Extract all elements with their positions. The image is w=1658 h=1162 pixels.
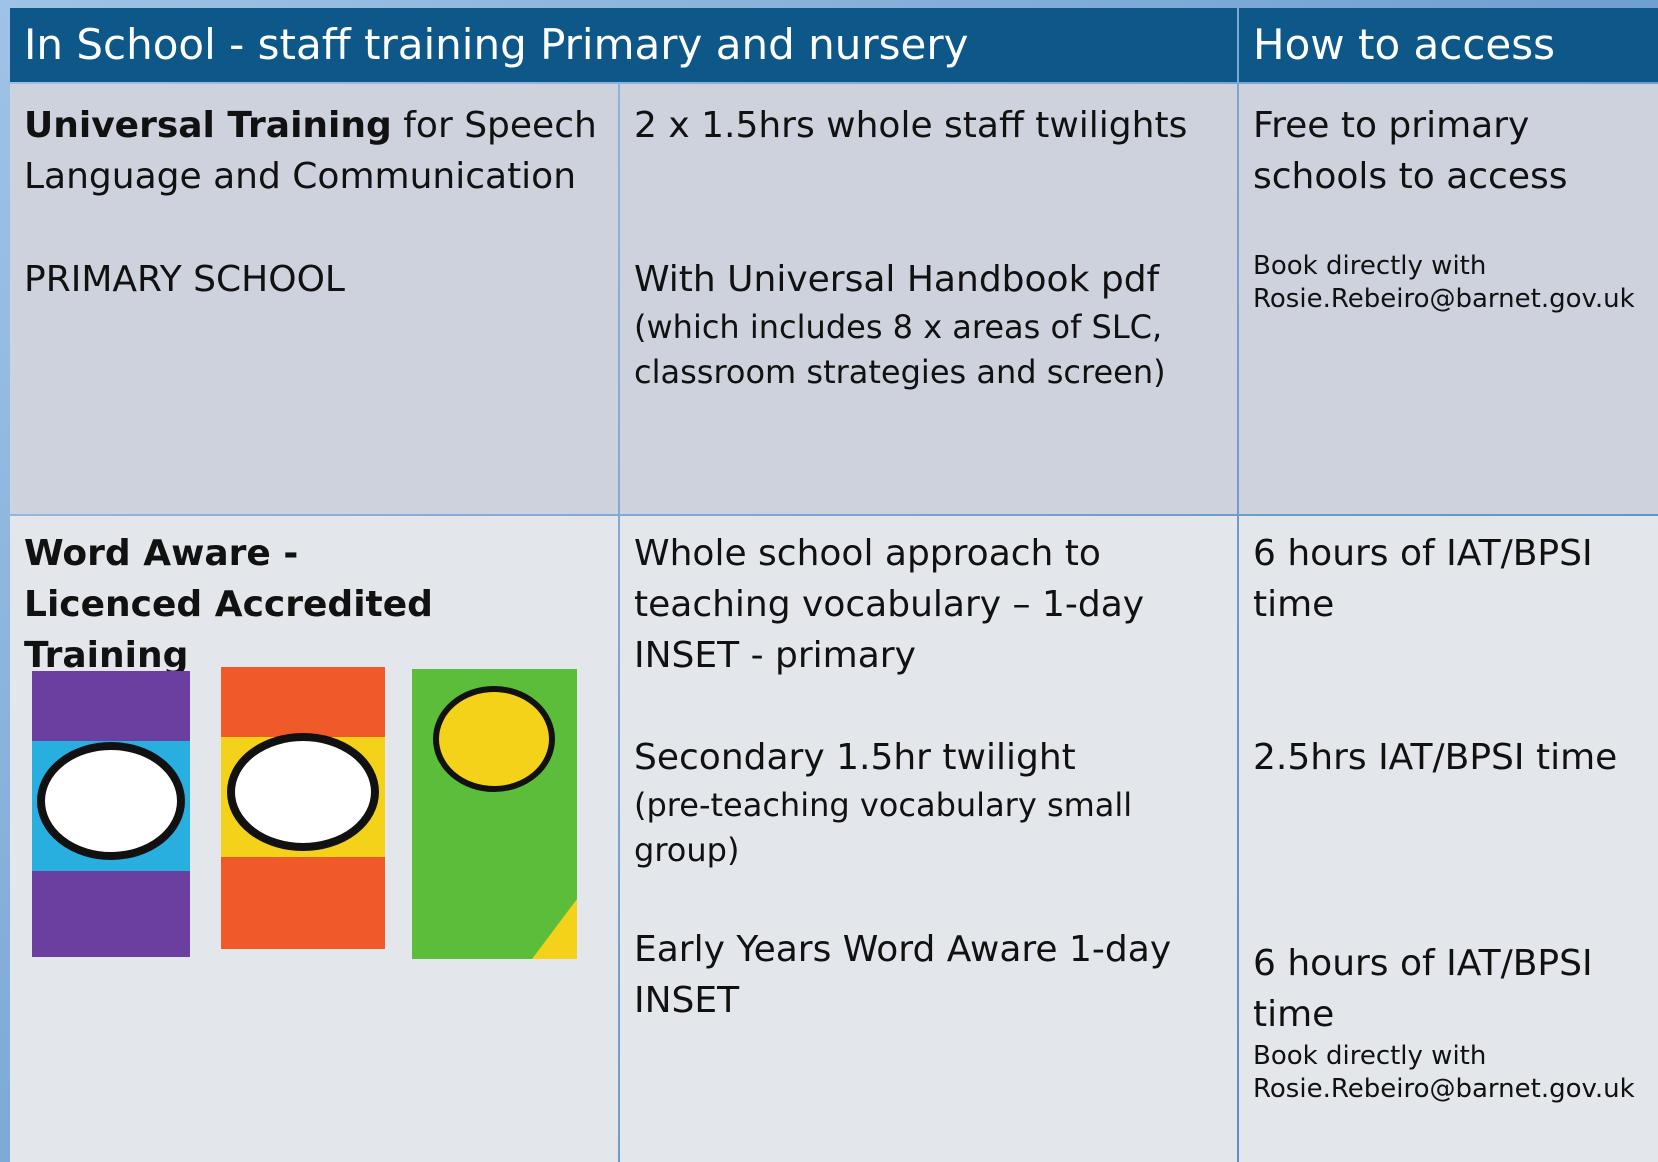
cell: Whole school approach to teaching vocabu… <box>620 516 1237 1162</box>
book-cover <box>221 667 385 949</box>
access-main: 6 hours of IAT/BPSI time <box>1253 943 1593 1035</box>
access-line: Rosie.Rebeiro@barnet.gov.uk <box>1253 1074 1635 1104</box>
access-line: Rosie.Rebeiro@barnet.gov.uk <box>1253 284 1635 314</box>
access-line: Book directly with <box>1253 251 1487 281</box>
training-text: for Speech Language and Communication <box>24 105 597 197</box>
cell: Free to primary schools to access Book d… <box>1239 84 1658 514</box>
training-title: Word Aware - Licenced Accredited Trainin… <box>24 528 468 681</box>
detail: Whole school approach to teaching vocabu… <box>634 533 1145 676</box>
training-bold: Universal Training <box>24 105 392 146</box>
access-main: Free to primary schools to access <box>1253 105 1568 197</box>
detail-sub: (which includes 8 x areas of SLC, classr… <box>634 308 1166 391</box>
cell: 6 hours of IAT/BPSI time 2.5hrs IAT/BPSI… <box>1239 516 1658 1162</box>
detail-main: With Universal Handbook pdf <box>634 259 1160 300</box>
cell: 2 x 1.5hrs whole staff twilights With Un… <box>620 84 1237 514</box>
access: 6 hours of IAT/BPSI time Book directly w… <box>1253 938 1648 1106</box>
detail: Early Years Word Aware 1-day INSET <box>634 929 1172 1021</box>
access-main: 2.5hrs IAT/BPSI time <box>1253 737 1618 778</box>
header-title: In School - staff training Primary and n… <box>10 8 1237 82</box>
detail: With Universal Handbook pdf (which inclu… <box>634 254 1227 395</box>
detail-sub: (pre-teaching vocabulary small group) <box>634 786 1133 869</box>
training-bold: Word Aware - Licenced Accredited Trainin… <box>24 533 433 676</box>
detail: 2 x 1.5hrs whole staff twilights <box>634 105 1188 146</box>
access-small: Book directly with Rosie.Rebeiro@barnet.… <box>1253 250 1648 316</box>
cell: Word Aware - Licenced Accredited Trainin… <box>10 516 618 1162</box>
access-line: Book directly with <box>1253 1041 1487 1071</box>
book-cover <box>32 671 190 957</box>
detail: Secondary 1.5hr twilight (pre-teaching v… <box>634 732 1227 873</box>
training-note: PRIMARY SCHOOL <box>24 259 345 300</box>
access-main: 6 hours of IAT/BPSI time <box>1253 533 1593 625</box>
book-cover <box>412 669 577 959</box>
detail-main: Secondary 1.5hr twilight <box>634 737 1076 778</box>
header-access: How to access <box>1239 8 1658 82</box>
cell: Universal Training for Speech Language a… <box>10 84 618 514</box>
training-title: Universal Training for Speech Language a… <box>24 100 608 202</box>
